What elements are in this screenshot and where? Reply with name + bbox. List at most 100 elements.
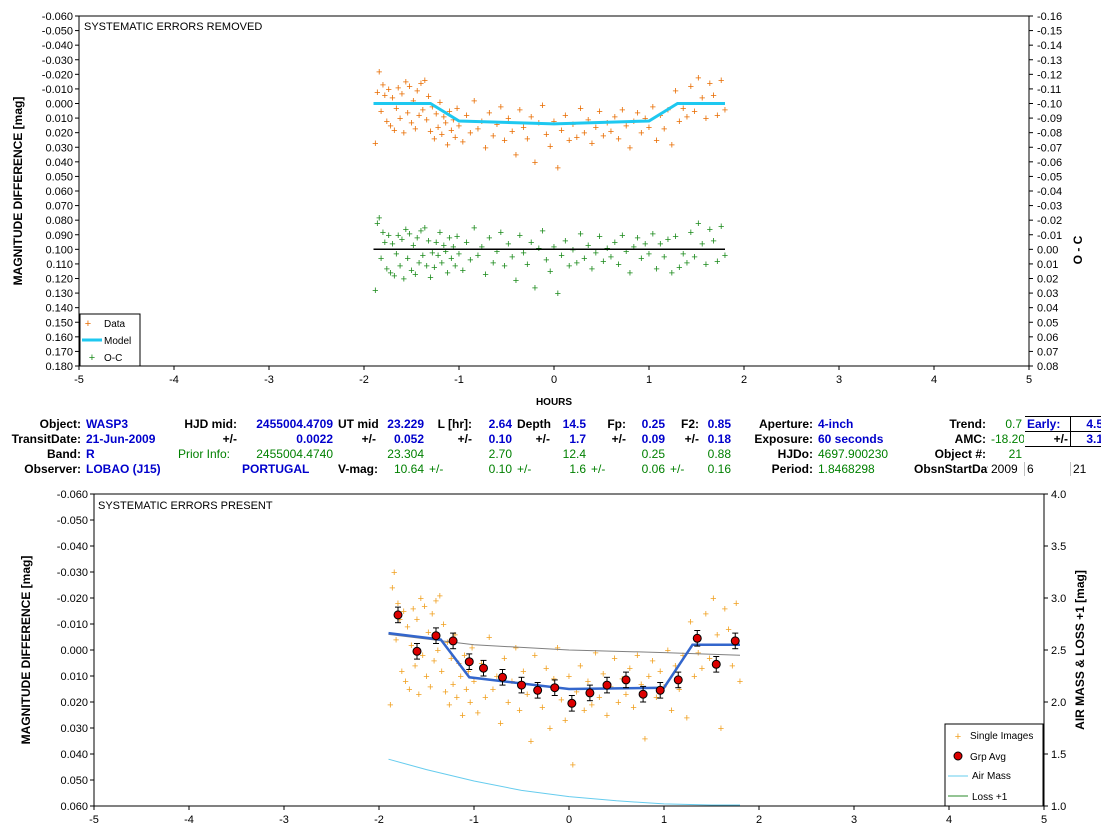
grp-avg-point [638, 689, 648, 699]
data-point: + [672, 85, 678, 97]
oc-point: + [471, 222, 477, 234]
info-cell: 60 seconds [815, 431, 912, 447]
info-cell: 0.18 [701, 431, 734, 447]
oc-point: + [718, 221, 724, 233]
data-point: + [389, 93, 395, 105]
info-cell: 23.229 [378, 416, 427, 432]
info-cell: +/- [514, 461, 553, 477]
single-image-point: + [391, 567, 397, 579]
info-cell: 1.8468298 [815, 461, 912, 477]
top-x-tick-label: 2 [741, 374, 747, 386]
single-image-point: + [414, 614, 420, 626]
oc-point: + [676, 262, 682, 274]
bottom-y2-axis: 1.0 1.5 2.0 2.5 3.0 3.5 4.0 [1044, 489, 1066, 813]
data-point: + [376, 66, 382, 78]
single-image-point: + [524, 689, 530, 701]
data-point: + [374, 87, 380, 99]
data-point: + [612, 112, 618, 124]
top-y2-tick-label: -0.02 [1037, 215, 1062, 227]
single-image-point: + [467, 697, 473, 709]
info-cell: 0.25 [628, 416, 668, 432]
bottom-x-tick-label: 0 [566, 814, 572, 826]
info-cell: 21 [1070, 461, 1101, 477]
data-point: + [406, 81, 412, 93]
data-point: + [410, 96, 416, 108]
data-point: + [539, 100, 545, 112]
oc-point: + [401, 274, 407, 286]
top-y2-axis-label: O - C [1071, 235, 1085, 264]
info-cell: Fp: [588, 416, 629, 432]
top-y2-tick-label: -0.05 [1037, 171, 1062, 183]
data-point: + [429, 101, 435, 113]
single-image-point: + [718, 723, 724, 735]
single-image-point: + [469, 642, 475, 654]
top-y-tick-label: 0.170 [45, 346, 73, 358]
oc-point: + [638, 253, 644, 265]
bottom-x-tick-label: 4 [946, 814, 952, 826]
single-image-point: + [539, 702, 545, 714]
data-point: + [623, 120, 629, 132]
grp-avg-point [673, 675, 683, 685]
data-point: + [555, 163, 561, 175]
data-point: + [528, 112, 534, 124]
data-point: + [471, 96, 477, 108]
single-image-point: + [404, 622, 410, 634]
data-point: + [401, 128, 407, 140]
top-y-tick-label: -0.040 [42, 40, 73, 52]
info-row: Observer: LOBAO (J15) PORTUGAL V-mag: 10.64 +… [0, 461, 1101, 477]
info-cell: L [hr]: [426, 416, 475, 432]
single-image-point: + [431, 655, 437, 667]
data-point: + [382, 90, 388, 102]
top-y2-tick-label: -0.03 [1037, 201, 1062, 213]
bottom-y2-tick-label: 1.5 [1051, 749, 1066, 761]
oc-point: + [385, 230, 391, 242]
single-image-point: + [596, 692, 602, 704]
data-point: + [608, 126, 614, 138]
oc-point: + [593, 247, 599, 259]
single-image-point: + [421, 601, 427, 613]
info-cell: 3.1 [1070, 431, 1101, 447]
data-point: + [486, 107, 492, 119]
oc-point: + [454, 231, 460, 243]
data-point: + [448, 125, 454, 137]
info-cell: +/- [588, 431, 629, 447]
info-cell: Prior Info: [175, 446, 240, 462]
data-point: + [467, 128, 473, 140]
grp-avg-point [517, 680, 526, 690]
info-cell: 4-inch [815, 416, 912, 432]
oc-point: + [634, 233, 640, 245]
single-image-point: + [733, 598, 739, 610]
data-point: + [431, 134, 437, 146]
single-image-point: + [442, 687, 448, 699]
info-cell: V-mag: [335, 461, 379, 477]
info-cell [426, 446, 475, 462]
oc-point: + [378, 253, 384, 265]
oc-point: + [650, 228, 656, 240]
top-y-tick-label: -0.030 [42, 55, 73, 67]
oc-point: + [439, 257, 445, 269]
info-cell: 2.64 [474, 416, 515, 432]
oc-point: + [566, 260, 572, 272]
oc-point: + [403, 224, 409, 236]
top-y-tick-label: 0.160 [45, 332, 73, 344]
info-cell: PORTUGAL [239, 461, 336, 477]
single-image-point: + [703, 609, 709, 621]
data-point: + [703, 113, 709, 125]
single-image-point: + [444, 637, 450, 649]
info-cell: Early: [1024, 416, 1071, 432]
oc-point: + [672, 231, 678, 243]
oc-point: + [684, 257, 690, 269]
top-y-tick-label: -0.020 [42, 69, 73, 81]
oc-point: + [612, 237, 618, 249]
oc-point: + [372, 285, 378, 297]
data-point: + [423, 115, 429, 127]
bottom-y2-tick-label: 3.0 [1051, 593, 1066, 605]
info-cell [175, 461, 240, 477]
data-point: + [387, 120, 393, 132]
data-point: + [684, 112, 690, 124]
data-point: + [596, 106, 602, 118]
oc-point: + [642, 239, 648, 251]
data-point: + [680, 103, 686, 115]
data-point: + [450, 115, 456, 127]
single-image-point: + [547, 723, 553, 735]
